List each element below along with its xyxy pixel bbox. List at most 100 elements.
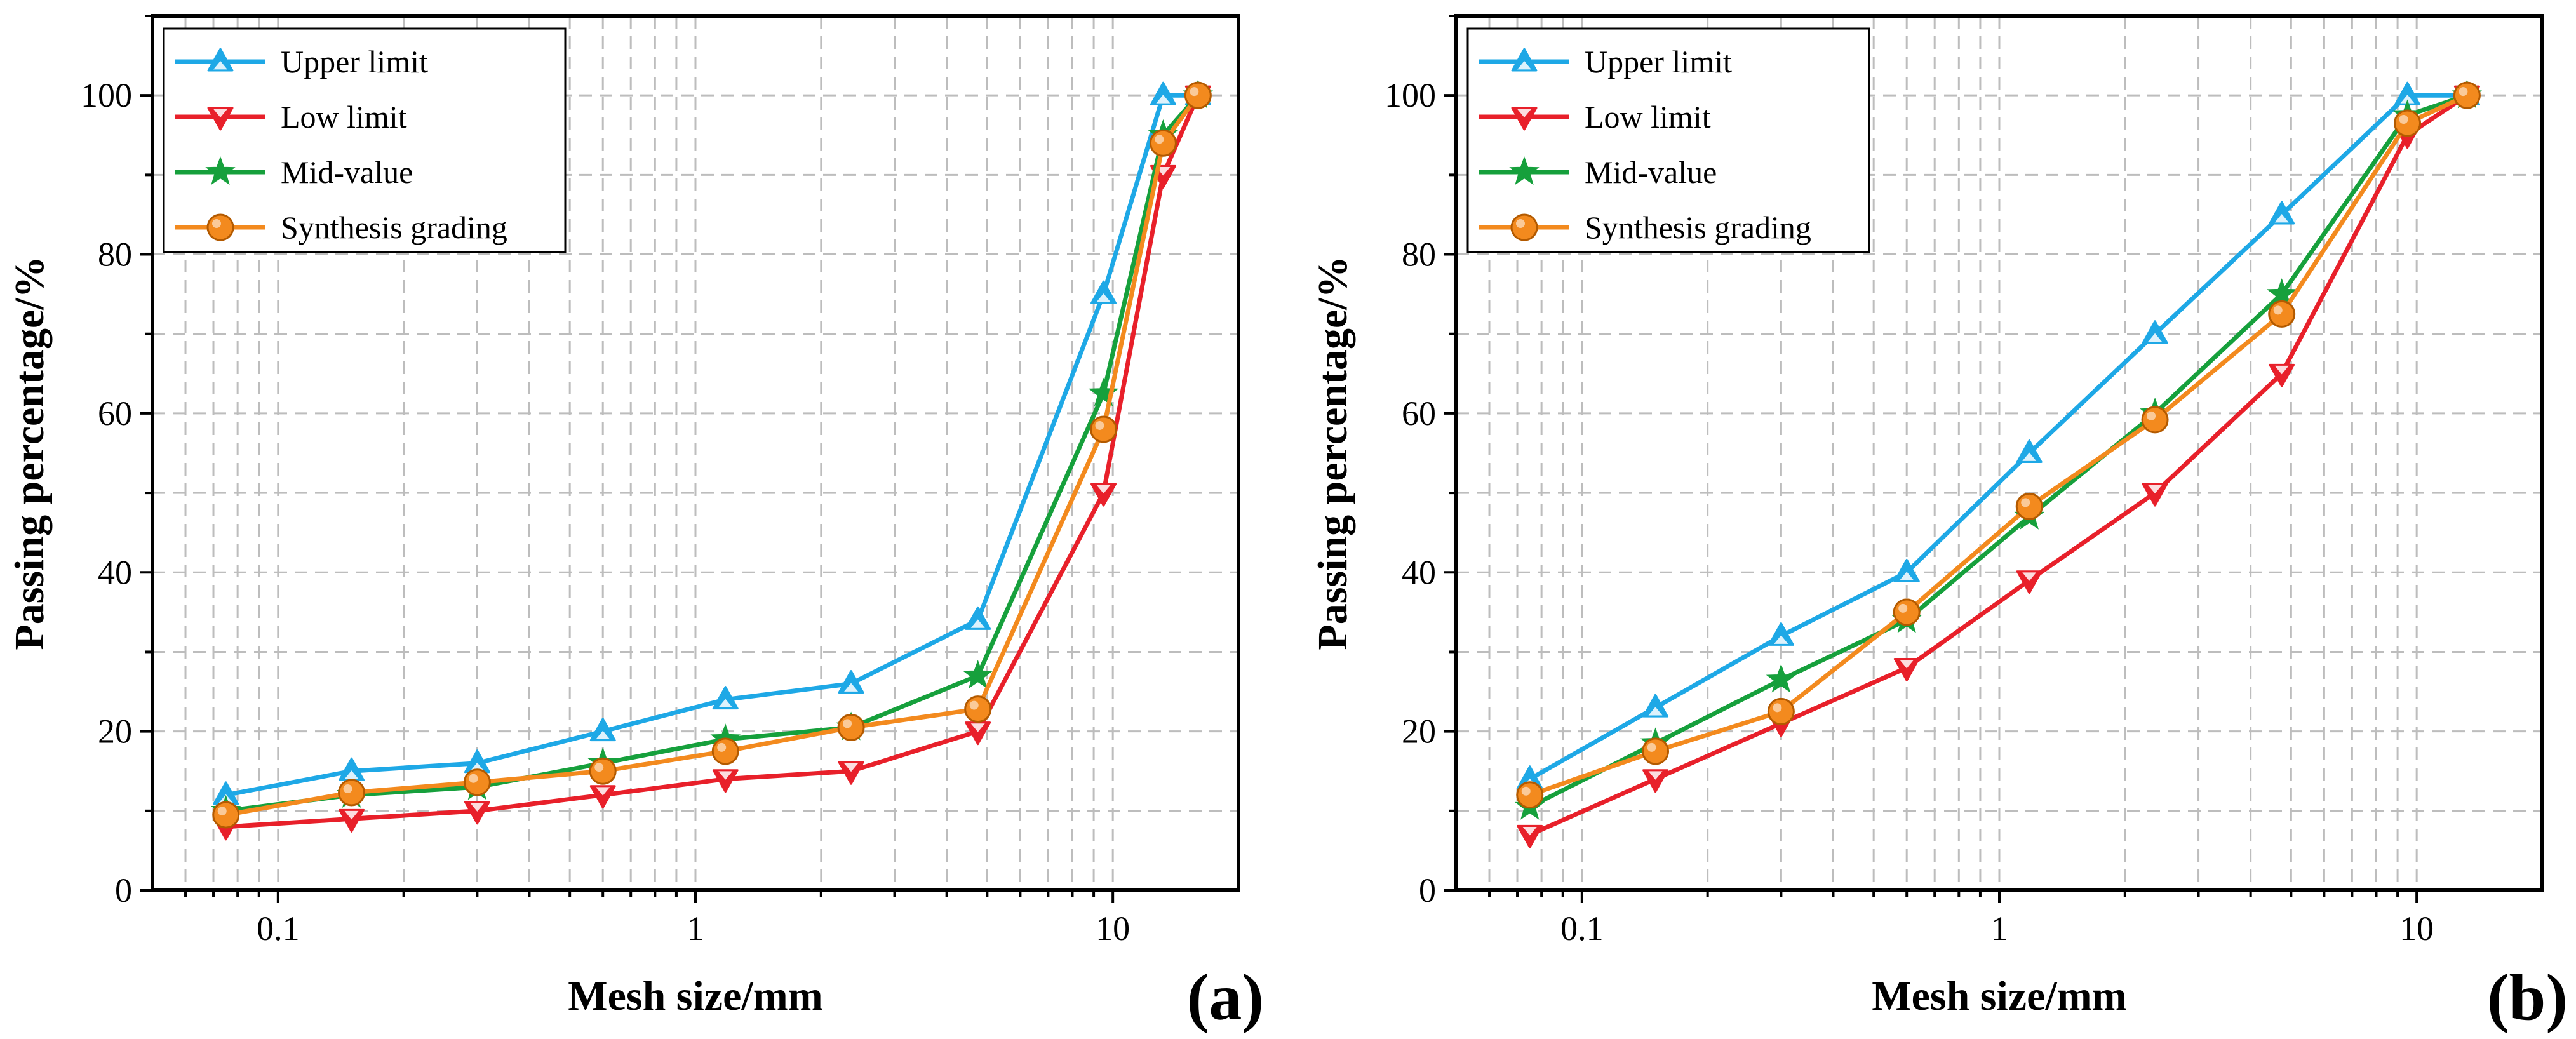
data-point: [2268, 300, 2296, 328]
data-point: [2016, 439, 2043, 463]
legend-label: Upper limit: [1585, 44, 1732, 79]
legend-item: Synthesis grading: [175, 210, 507, 245]
data-point: [463, 768, 491, 796]
legend-marker: [206, 213, 234, 241]
data-point: [589, 718, 616, 742]
y-tick-label: 60: [1402, 394, 1436, 432]
legend-item: Mid-value: [1479, 154, 1717, 190]
legend-marker: [207, 48, 234, 72]
legend-marker: [207, 107, 234, 131]
data-point: [2394, 109, 2422, 137]
data-point: [2269, 201, 2295, 225]
legend-item: Upper limit: [1479, 44, 1732, 79]
y-axis-title: Passing percentage/%: [6, 256, 53, 650]
x-tick-label: 10: [2399, 909, 2434, 948]
data-point: [339, 808, 365, 833]
series-synthesis-grading: [212, 81, 1212, 829]
data-point: [2453, 81, 2481, 109]
x-tick-label: 0.1: [257, 909, 300, 948]
data-point: [2269, 363, 2295, 387]
data-point: [1767, 697, 1795, 725]
legend-label: Low limit: [281, 99, 407, 135]
series-line: [225, 93, 1200, 814]
y-tick-label: 100: [1385, 76, 1436, 114]
legend-marker: [205, 156, 236, 185]
y-axis-ticks: [140, 15, 152, 892]
panel-label: (a): [1187, 961, 1264, 1034]
y-axis-ticks: [1444, 15, 1456, 892]
series-upper-limit: [1517, 81, 2480, 789]
data-point: [2016, 570, 2043, 594]
data-point: [1090, 415, 1118, 443]
data-point: [338, 779, 366, 807]
data-point: [964, 695, 992, 723]
panel-label: (b): [2487, 961, 2568, 1034]
data-point: [2266, 278, 2297, 307]
data-point: [2142, 483, 2168, 507]
y-axis-title: Passing percentage/%: [1310, 256, 1356, 650]
y-tick-label: 60: [98, 394, 132, 432]
y-tick-label: 80: [98, 236, 132, 274]
series-line: [225, 94, 1200, 829]
x-tick-label: 1: [1991, 909, 2008, 948]
data-point: [712, 769, 739, 793]
series-group: [210, 79, 1213, 841]
data-point: [589, 757, 617, 785]
y-tick-label: 20: [98, 713, 132, 751]
legend-label: Synthesis grading: [281, 210, 507, 245]
data-point: [1090, 483, 1117, 507]
data-point: [1517, 824, 1543, 848]
x-axis-ticks: [1488, 890, 2418, 903]
legend: Upper limit Low limit Mid-value Synthesis g…: [1466, 27, 1870, 253]
data-point: [838, 761, 864, 785]
data-point: [589, 785, 616, 809]
data-point: [838, 670, 864, 694]
x-axis-title: Mesh size/mm: [1872, 973, 2126, 1019]
data-point: [711, 737, 739, 765]
data-point: [1090, 280, 1117, 304]
legend: Upper limit Low limit Mid-value Synthesis g…: [163, 27, 567, 253]
legend-label: Upper limit: [281, 44, 428, 79]
data-point: [1149, 129, 1177, 157]
x-axis-title: Mesh size/mm: [568, 973, 822, 1019]
series-group: [1514, 79, 2483, 848]
y-tick-label: 80: [1402, 236, 1436, 274]
data-point: [965, 606, 991, 630]
y-tick-label: 20: [1402, 713, 1436, 751]
data-point: [1768, 622, 1794, 646]
data-point: [963, 660, 993, 689]
legend-item: Synthesis grading: [1479, 210, 1811, 245]
data-point: [2142, 320, 2168, 344]
data-point: [2141, 406, 2169, 434]
legend-marker: [1511, 107, 1538, 131]
legend-marker: [1510, 213, 1538, 241]
data-point: [1893, 657, 1920, 681]
legend-marker: [1509, 156, 1540, 185]
y-tick-label: 40: [98, 553, 132, 591]
data-point: [1642, 769, 1669, 793]
series-synthesis-grading: [1516, 81, 2481, 809]
data-point: [212, 801, 240, 829]
data-point: [464, 801, 490, 825]
legend-marker: [1511, 48, 1538, 72]
legend-label: Low limit: [1585, 99, 1711, 135]
x-tick-label: 10: [1096, 909, 1130, 948]
x-tick-label: 0.1: [1560, 909, 1604, 948]
y-tick-label: 0: [115, 871, 132, 909]
legend-label: Mid-value: [281, 154, 413, 190]
y-tick-label: 100: [81, 76, 132, 114]
legend-item: Mid-value: [175, 154, 413, 190]
y-tick-label: 40: [1402, 553, 1436, 591]
data-point: [712, 686, 739, 710]
data-point: [1893, 598, 1921, 626]
data-point: [1642, 737, 1670, 765]
series-line: [225, 94, 1200, 817]
data-point: [1642, 694, 1669, 718]
legend-label: Mid-value: [1585, 154, 1717, 190]
grid: [152, 16, 1238, 890]
y-tick-label: 0: [1419, 871, 1436, 909]
x-axis-ticks: [184, 890, 1115, 903]
